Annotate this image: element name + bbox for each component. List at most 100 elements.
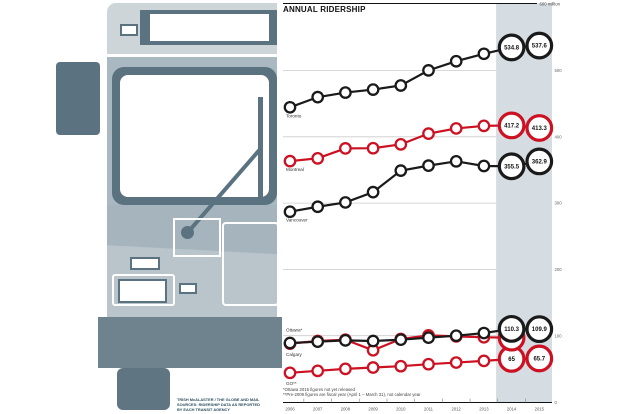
go-series-label: GO** [286, 381, 297, 386]
vancouver-point-2011 [422, 159, 435, 172]
chart-title: ANNUAL RIDERSHIP [283, 5, 366, 14]
vancouver-point-2013 [477, 159, 491, 173]
footnote-ottawa: *Ottawa 2015 figures not yet released [283, 387, 355, 392]
montreal-point-2010 [394, 138, 408, 151]
toronto-point-2014 [497, 33, 526, 62]
toronto-point-2011 [422, 64, 435, 77]
chart-footnotes: *Ottawa 2015 figures not yet released **… [283, 387, 421, 398]
vancouver-point-2012 [449, 154, 463, 168]
montreal-value-label: 413.3 [532, 126, 548, 132]
year-label-2007: 2007 [313, 407, 323, 412]
ytick-label-100: 100 [555, 333, 563, 338]
toronto-point-2006 [283, 100, 297, 114]
calgary-point-2015 [525, 315, 554, 344]
year-label-2013: 2013 [479, 407, 489, 412]
year-label-2014: 2014 [507, 407, 517, 412]
year-label-2011: 2011 [424, 407, 434, 412]
bus-front-illustration [0, 0, 282, 414]
vancouver-value-label: 362.9 [532, 159, 548, 165]
go-point-2008 [339, 362, 352, 376]
montreal-point-2011 [422, 127, 435, 140]
montreal-series-label: Montreal [286, 167, 304, 172]
windshield-glass [120, 75, 269, 197]
montreal-point-2014 [497, 111, 526, 140]
wiper-pivot [181, 226, 194, 239]
license-plate-frame [112, 274, 175, 306]
front-vent [130, 257, 160, 270]
calgary-point-2012 [449, 329, 463, 343]
toronto-point-2015 [525, 31, 554, 60]
toronto-point-2009 [366, 83, 380, 96]
wiper-pivot-box [173, 218, 221, 257]
roof-marker-light [120, 24, 138, 36]
go-value-label: 65.7 [533, 357, 545, 363]
montreal-point-2009 [366, 141, 380, 155]
license-plate-right [141, 279, 167, 303]
montreal-point-2008 [339, 142, 352, 155]
calgary-point-2013 [477, 326, 491, 340]
year-label-2012: 2012 [452, 407, 462, 412]
calgary-point-2009 [366, 334, 380, 348]
toronto-value-label: 534.8 [504, 46, 520, 52]
credit-block: TRISH McALASTER / THE GLOBE AND MAIL SOU… [177, 397, 279, 412]
calgary-point-2014 [497, 314, 526, 343]
toronto-point-2012 [449, 54, 463, 68]
montreal-point-2012 [449, 122, 463, 135]
vancouver-point-2010 [394, 164, 408, 177]
front-right-panel-outline [222, 222, 279, 306]
bumper [98, 317, 282, 368]
montreal-point-2013 [477, 119, 491, 133]
destination-sign-screen [150, 14, 269, 41]
montreal-point-2007 [311, 151, 325, 165]
ridership-chart: 500 400 300 200 100 0 600 million 2006 2007 2008 2… [283, 1, 563, 412]
headlight [179, 283, 197, 294]
toronto-line [289, 44, 540, 109]
go-point-2009 [366, 361, 380, 374]
ytick-label-200: 200 [555, 267, 563, 272]
go-point-2010 [394, 359, 408, 373]
front-wheel [117, 368, 170, 410]
montreal-value-label: 417.2 [504, 123, 520, 129]
year-label-2010: 2010 [396, 407, 406, 412]
toronto-value-label: 537.6 [532, 44, 548, 50]
go-point-2015 [525, 344, 554, 373]
calgary-line [289, 327, 540, 345]
montreal-point-2006 [283, 154, 297, 168]
vancouver-value-label: 355.5 [504, 164, 520, 170]
go-point-2013 [477, 354, 491, 368]
toronto-point-2008 [339, 86, 352, 99]
toronto-point-2013 [477, 47, 491, 61]
ytick-label-400: 400 [555, 134, 563, 139]
ytick-label-300: 300 [555, 201, 563, 206]
calgary-point-2006 [283, 336, 297, 350]
go-point-2007 [311, 364, 325, 378]
year-label-2015: 2015 [535, 407, 545, 412]
calgary-series-label: Calgary [286, 352, 303, 357]
calgary-point-2008 [339, 333, 352, 347]
calgary-value-label: 109.9 [532, 327, 548, 333]
toronto-point-2010 [394, 79, 408, 92]
vancouver-series-label: Vancouver [286, 218, 308, 223]
calgary-point-2007 [311, 335, 325, 349]
go-point-2006 [283, 366, 297, 380]
ottawa-series-label: Ottawa* [286, 328, 303, 333]
vancouver-point-2006 [283, 205, 297, 219]
toronto-point-2007 [311, 90, 325, 104]
go-point-2011 [422, 357, 435, 371]
calgary-point-2010 [394, 333, 408, 347]
vancouver-point-2009 [366, 185, 380, 199]
ytick-label-500: 500 [555, 68, 563, 73]
year-label-2008: 2008 [341, 407, 351, 412]
vancouver-point-2014 [497, 152, 526, 181]
year-label-2009: 2009 [368, 407, 378, 412]
credit-author: TRISH McALASTER / THE GLOBE AND MAIL [177, 397, 260, 402]
credit-source2: BY EACH TRANSIT AGENCY [177, 406, 230, 412]
y-top-label: 600 million [540, 1, 561, 6]
go-point-2012 [449, 356, 463, 369]
vancouver-point-2007 [311, 200, 325, 214]
side-mirror [56, 62, 100, 135]
toronto-series-label: Toronto [286, 113, 302, 118]
year-label-2006: 2006 [285, 407, 295, 412]
calgary-value-label: 110.3 [504, 327, 519, 333]
montreal-point-2015 [525, 114, 554, 142]
